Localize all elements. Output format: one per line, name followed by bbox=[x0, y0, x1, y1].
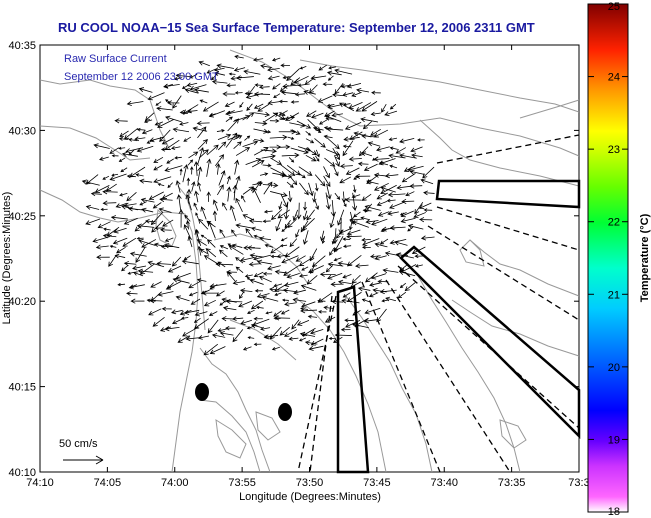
colorbar-tick-label: 21 bbox=[608, 289, 620, 301]
colorbar-tick-label: 18 bbox=[608, 506, 620, 518]
station-marker bbox=[195, 383, 209, 401]
colorbar-tick-label: 22 bbox=[608, 217, 620, 229]
colorbar-tick-label: 25 bbox=[608, 1, 620, 13]
scale-arrow-icon bbox=[63, 455, 104, 465]
colorbar-ticks: 25 24 23 22 21 20 19 18 bbox=[588, 1, 628, 518]
y-tick-label: 40:25 bbox=[8, 211, 36, 223]
x-tick-label: 73:40 bbox=[430, 477, 458, 489]
scale-bar-label: 50 cm/s bbox=[59, 438, 98, 450]
legend-line-2: September 12 2006 23:00 GMT bbox=[64, 71, 219, 83]
colorbar-tick-label: 20 bbox=[608, 362, 620, 374]
x-axis-ticks: 74:10 74:05 74:00 73:55 73:50 73:45 73:40 73:35… bbox=[26, 45, 590, 489]
y-tick-label: 40:35 bbox=[8, 40, 36, 52]
x-tick-label: 73:45 bbox=[363, 477, 391, 489]
y-tick-label: 40:15 bbox=[8, 382, 36, 394]
x-axis-label: Longitude (Degrees:Minutes) bbox=[239, 491, 381, 503]
x-tick-label: 74:05 bbox=[94, 477, 122, 489]
y-axis-label: Latitude (Degrees:Minutes) bbox=[1, 192, 13, 325]
station-marker bbox=[278, 403, 292, 421]
colorbar-label: Temperature (°C) bbox=[639, 213, 651, 302]
x-tick-label: 73:55 bbox=[228, 477, 256, 489]
y-tick-label: 40:20 bbox=[8, 296, 36, 308]
x-tick-label: 73:3 bbox=[568, 477, 589, 489]
y-axis-ticks: 40:35 40:30 40:25 40:20 40:15 40:10 bbox=[8, 40, 579, 479]
colorbar-tick-label: 24 bbox=[608, 72, 620, 84]
y-tick-label: 40:10 bbox=[8, 467, 36, 479]
transect-box-southeast bbox=[399, 245, 581, 440]
colorbar-tick-label: 23 bbox=[608, 144, 620, 156]
y-tick-label: 40:30 bbox=[8, 125, 36, 137]
coastline-contours bbox=[39, 49, 580, 473]
map-title: RU COOL NOAA−15 Sea Surface Temperature:… bbox=[58, 20, 535, 35]
transect-boxes bbox=[336, 179, 581, 474]
x-tick-label: 74:00 bbox=[161, 477, 189, 489]
legend-line-1: Raw Surface Current bbox=[64, 53, 167, 65]
transect-box-south bbox=[336, 285, 370, 474]
x-tick-label: 74:10 bbox=[26, 477, 54, 489]
radial-lines bbox=[297, 134, 580, 473]
x-tick-label: 73:35 bbox=[498, 477, 526, 489]
colorbar-tick-label: 19 bbox=[608, 434, 620, 446]
current-vectors bbox=[81, 54, 435, 356]
colorbar bbox=[587, 3, 629, 513]
x-tick-label: 73:50 bbox=[296, 477, 324, 489]
transect-box-east bbox=[435, 179, 581, 209]
